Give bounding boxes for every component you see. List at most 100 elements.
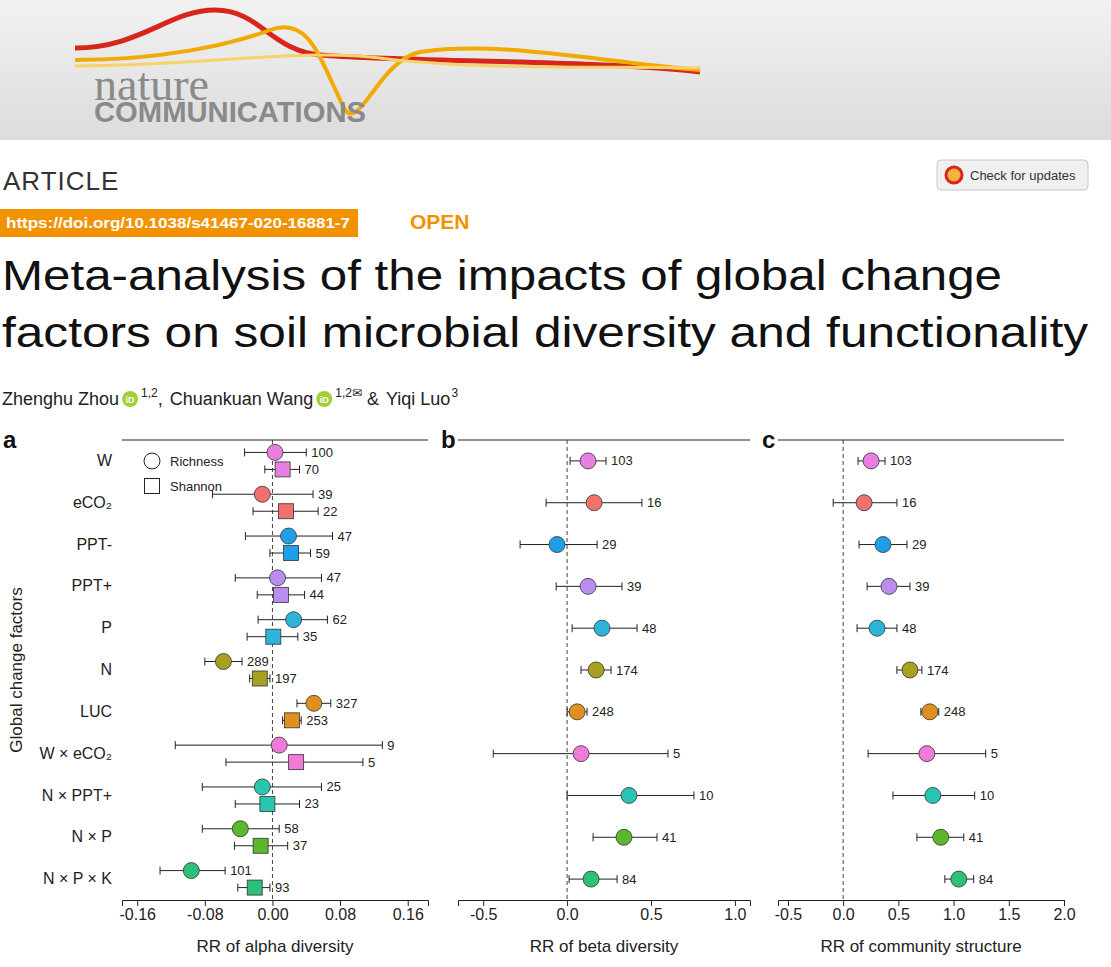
point — [286, 612, 302, 628]
point — [573, 746, 589, 762]
error-cap — [242, 658, 243, 666]
error-cap — [321, 783, 322, 791]
count-label: 5 — [368, 755, 375, 770]
error-cap — [269, 675, 270, 683]
count-label: 29 — [602, 537, 616, 552]
error-cap — [858, 457, 859, 465]
affiliation: 1,2 — [141, 386, 158, 400]
tick-label: -0.16 — [119, 906, 156, 923]
error-cap — [857, 624, 858, 632]
panel-frame — [458, 440, 750, 441]
count-label: 44 — [310, 587, 324, 602]
error-cap — [921, 666, 922, 674]
error-cap — [306, 448, 307, 456]
tick-label: 0.00 — [257, 906, 288, 923]
error-cap — [321, 574, 322, 582]
tick-mark — [567, 900, 568, 906]
category-label: PPT- — [76, 536, 112, 553]
point — [933, 829, 949, 845]
count-label: 39 — [627, 579, 641, 594]
error-cap — [282, 716, 283, 724]
count-label: 253 — [306, 713, 328, 728]
error-cap — [567, 708, 568, 716]
error-cap — [974, 791, 975, 799]
panel-label: c — [762, 426, 775, 453]
button-box[interactable] — [937, 160, 1088, 190]
check-updates[interactable]: Check for updates — [937, 160, 1088, 190]
error-cap — [299, 800, 300, 808]
error-cap — [546, 499, 547, 507]
count-label: 5 — [673, 746, 680, 761]
error-cap — [269, 884, 270, 892]
point — [549, 537, 565, 553]
point — [902, 662, 918, 678]
count-label: 70 — [305, 462, 319, 477]
button-label[interactable]: Check for updates — [970, 168, 1076, 183]
category-label: LUC — [80, 703, 112, 720]
author-separator: & — [362, 389, 384, 409]
author-name: Chuankuan Wang — [170, 389, 313, 409]
point — [252, 671, 267, 686]
count-labels: 103162939481742485104184 — [592, 453, 713, 886]
count-label: 103 — [890, 453, 912, 468]
count-label: 9 — [387, 738, 394, 753]
error-cap — [892, 791, 893, 799]
y-axis: WeCO₂PPT-PPT+PNLUCW × eCO₂N × PPT+N × PN… — [40, 452, 122, 887]
title: Meta-analysis of the impacts of global c… — [2, 252, 1002, 299]
point — [253, 838, 268, 853]
error-cap — [985, 750, 986, 758]
error-cap — [175, 741, 176, 749]
error-cap — [279, 825, 280, 833]
point — [183, 863, 199, 879]
x-tick: 0.08 — [325, 900, 356, 923]
error-cap — [567, 791, 568, 799]
corresponding-mark: ✉ — [352, 386, 362, 400]
y-tick: N × PPT+ — [42, 787, 122, 804]
error-cap — [520, 541, 521, 549]
tick-label: 0.5 — [888, 906, 910, 923]
category-label: eCO₂ — [73, 494, 112, 511]
point — [275, 462, 290, 477]
reference-line — [567, 440, 568, 900]
category-label: W — [97, 452, 113, 469]
error-cap — [204, 658, 205, 666]
error-cap — [556, 582, 557, 590]
count-labels: 103162939481742485104184 — [890, 453, 998, 886]
tick-mark — [340, 900, 341, 906]
count-label: 5 — [991, 746, 998, 761]
count-label: 39 — [915, 579, 929, 594]
panel-label: b — [441, 426, 456, 453]
reference-line — [843, 440, 844, 900]
page: natureCOMMUNICATIONSARTICLECheck for upd… — [0, 0, 1111, 967]
count-label: 174 — [616, 663, 638, 678]
panel-label: a — [3, 426, 17, 453]
author-separator: , — [158, 389, 168, 409]
error-cap — [611, 666, 612, 674]
error-cap — [301, 716, 302, 724]
error-cap — [225, 758, 226, 766]
point — [580, 578, 596, 594]
x-axis-title: RR of community structure — [820, 937, 1021, 956]
access: OPEN — [410, 210, 470, 233]
author-name: Yiqi Luo — [386, 389, 450, 409]
count-label: 16 — [647, 495, 661, 510]
tick-label: 1.0 — [724, 906, 746, 923]
error-cap — [581, 666, 582, 674]
tick-mark — [483, 900, 484, 906]
doi[interactable]: https://doi.org/10.1038/s41467-020-16881… — [6, 214, 350, 231]
tick-label: 2.0 — [1053, 906, 1075, 923]
count-label: 327 — [336, 696, 358, 711]
tick-label: 0.5 — [640, 906, 662, 923]
tick-label: 1.5 — [998, 906, 1020, 923]
error-cap — [253, 507, 254, 515]
point — [254, 779, 270, 795]
count-labels: 1003947476228932792558101702259443519725… — [230, 445, 394, 895]
point — [863, 453, 879, 469]
y-tick: N × P — [72, 828, 122, 845]
plot-area — [493, 440, 694, 900]
count-label: 25 — [326, 779, 340, 794]
error-cap — [382, 741, 383, 749]
panel-frame — [122, 440, 428, 441]
tick-mark — [408, 900, 409, 906]
point — [875, 537, 891, 553]
